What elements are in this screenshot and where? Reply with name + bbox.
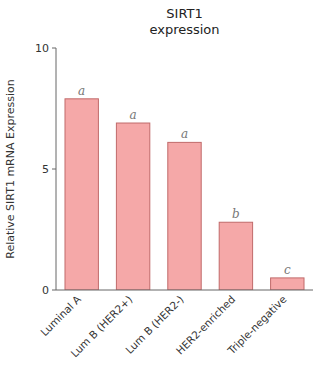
significance-label: b (232, 207, 240, 221)
chart-container: SIRT1expressionaaabc0510Luminal ALum B (… (0, 0, 325, 378)
chart-title: SIRT1expression (149, 6, 219, 37)
y-tick-label: 0 (42, 284, 49, 297)
x-tick-label: Luminal A (38, 292, 84, 338)
significance-label: a (78, 84, 85, 98)
significance-label: a (130, 108, 137, 122)
bar (168, 142, 201, 290)
bar (271, 278, 304, 290)
x-tick-label: Triple-negative (224, 293, 288, 357)
significance-label: c (284, 263, 291, 277)
y-tick-label: 5 (42, 163, 49, 176)
title-line: SIRT1 (166, 6, 202, 21)
significance-label: a (181, 127, 188, 141)
x-axis-line (56, 290, 313, 291)
chart-svg: SIRT1expressionaaabc0510Luminal ALum B (… (0, 0, 325, 378)
y-tick (52, 169, 56, 170)
y-tick (52, 290, 56, 291)
y-tick-label: 10 (35, 42, 49, 55)
bar (219, 222, 252, 290)
bars (65, 99, 304, 290)
y-axis-label: Relative SIRT1 mRNA Expression (4, 79, 17, 258)
y-tick (52, 48, 56, 49)
bar (65, 99, 98, 290)
bar (116, 123, 149, 290)
title-line: expression (149, 22, 219, 37)
